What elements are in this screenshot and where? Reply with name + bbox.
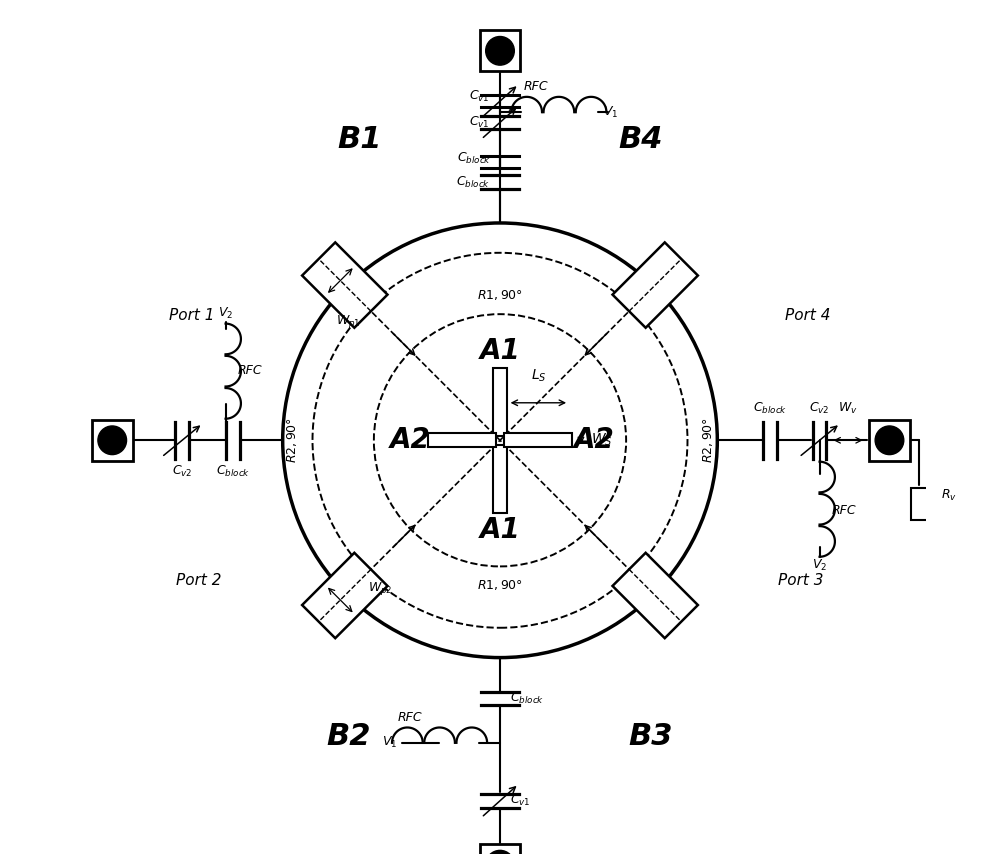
Text: B4: B4 xyxy=(618,125,663,154)
Text: $R1, 90°$: $R1, 90°$ xyxy=(477,578,523,593)
Text: Port 3: Port 3 xyxy=(778,573,824,588)
Bar xyxy=(428,433,496,447)
Text: A1: A1 xyxy=(480,337,520,365)
Bar xyxy=(493,445,507,513)
Text: $L_S$: $L_S$ xyxy=(531,368,546,384)
Bar xyxy=(493,368,507,436)
Text: $C_{block}$: $C_{block}$ xyxy=(510,691,544,706)
Text: $C_{v2}$: $C_{v2}$ xyxy=(172,464,192,480)
Text: $C_{v2}$: $C_{v2}$ xyxy=(809,401,830,416)
Text: $V_2$: $V_2$ xyxy=(812,558,827,573)
Text: $R2, 90°$: $R2, 90°$ xyxy=(701,417,715,463)
Bar xyxy=(480,844,520,855)
Text: RFC: RFC xyxy=(524,80,548,93)
Text: $R_v$: $R_v$ xyxy=(941,488,957,504)
Text: $C_{block}$: $C_{block}$ xyxy=(216,464,250,480)
Text: A2: A2 xyxy=(390,427,431,454)
Polygon shape xyxy=(302,553,387,638)
Text: RFC: RFC xyxy=(238,364,262,377)
Bar xyxy=(869,420,910,461)
Text: $W_{p1}$: $W_{p1}$ xyxy=(336,313,361,330)
Text: $C_{v1}$: $C_{v1}$ xyxy=(510,793,531,808)
Polygon shape xyxy=(613,553,698,638)
Text: RFC: RFC xyxy=(398,711,422,724)
Text: A1: A1 xyxy=(480,516,520,544)
Text: $R1, 90°$: $R1, 90°$ xyxy=(477,288,523,303)
Bar xyxy=(911,488,928,521)
Polygon shape xyxy=(302,242,387,327)
Text: $C_{v1}$: $C_{v1}$ xyxy=(469,89,490,104)
Bar xyxy=(92,420,133,461)
Circle shape xyxy=(283,223,717,657)
Text: $R2, 90°$: $R2, 90°$ xyxy=(285,417,299,463)
Text: $W_{p2}$: $W_{p2}$ xyxy=(368,581,392,598)
Text: RFC: RFC xyxy=(832,504,856,516)
Bar xyxy=(504,433,572,447)
Polygon shape xyxy=(613,242,698,327)
Text: $C_{block}$: $C_{block}$ xyxy=(753,401,787,416)
Circle shape xyxy=(486,851,514,855)
Text: $C_{block}$: $C_{block}$ xyxy=(456,174,490,190)
Circle shape xyxy=(486,37,514,65)
Text: $C_{block}$: $C_{block}$ xyxy=(457,150,491,166)
Text: A2: A2 xyxy=(573,427,614,454)
Text: B1: B1 xyxy=(337,125,382,154)
Text: Port 2: Port 2 xyxy=(176,573,222,588)
Text: Port 4: Port 4 xyxy=(785,309,831,323)
Text: $V_1$: $V_1$ xyxy=(603,104,618,120)
Text: B3: B3 xyxy=(629,722,673,751)
Text: $W_S$: $W_S$ xyxy=(591,432,613,449)
Bar xyxy=(480,31,520,71)
Text: $V_2$: $V_2$ xyxy=(218,306,233,321)
Text: $W_v$: $W_v$ xyxy=(838,401,858,416)
Circle shape xyxy=(875,426,904,455)
Text: $C_{v1}$: $C_{v1}$ xyxy=(469,115,490,130)
Text: $V_1$: $V_1$ xyxy=(382,735,397,751)
Circle shape xyxy=(98,426,127,455)
Text: Port 1: Port 1 xyxy=(169,309,215,323)
Text: B2: B2 xyxy=(327,722,371,751)
